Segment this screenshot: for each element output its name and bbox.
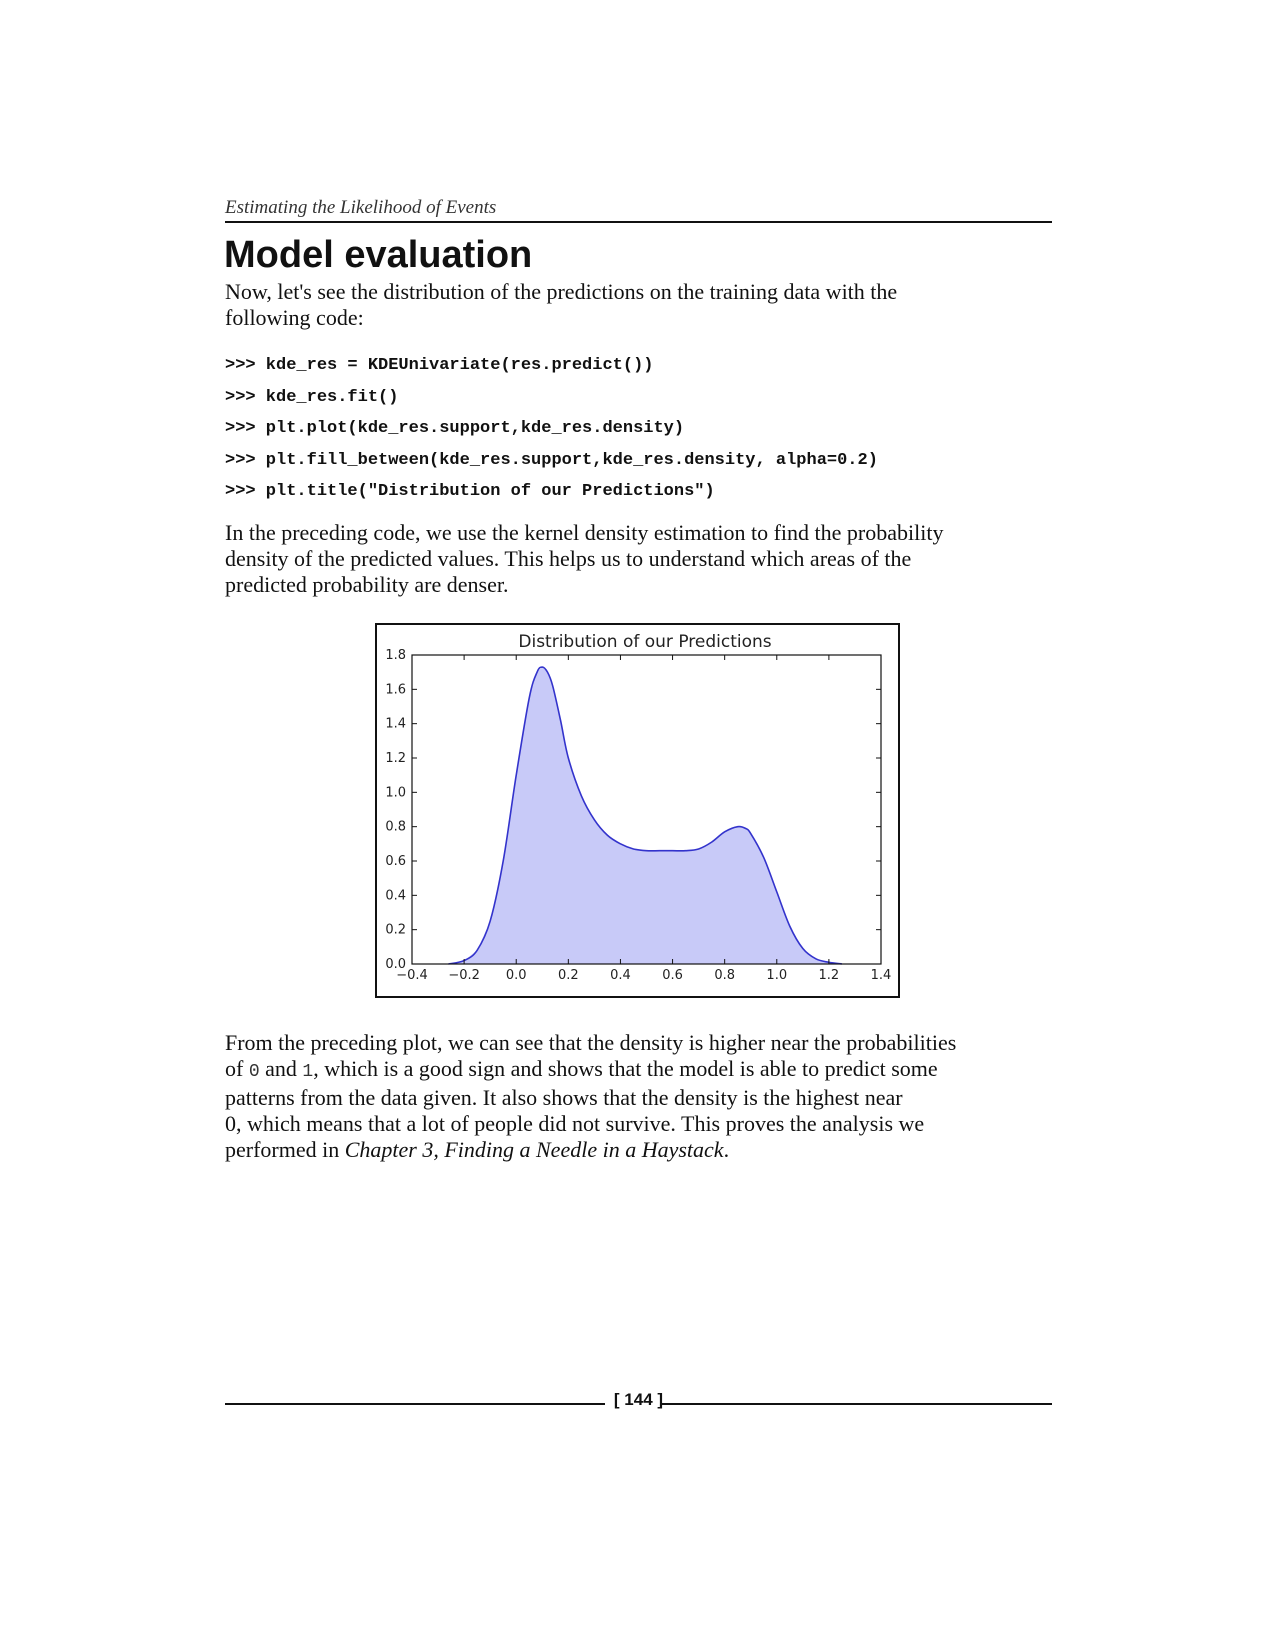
- intro-line-2: following code:: [225, 305, 364, 330]
- y-tick-label: 0.8: [385, 820, 406, 835]
- explanation-line-2: density of the predicted values. This he…: [225, 546, 912, 571]
- x-tick-label: 0.6: [662, 968, 683, 983]
- running-title: Estimating the Likelihood of Events: [225, 197, 497, 218]
- conclusion-text: performed in: [225, 1137, 345, 1162]
- explanation-line-3: predicted probability are denser.: [225, 572, 509, 597]
- x-tick-label: 1.4: [871, 968, 892, 983]
- code-line: >>> kde_res.fit(): [225, 387, 399, 407]
- conclusion-paragraph: From the preceding plot, we can see that…: [225, 1030, 1055, 1163]
- x-tick-label: 0.2: [558, 968, 579, 983]
- conclusion-text: of: [225, 1056, 249, 1081]
- density-fill-area: [448, 667, 842, 964]
- x-tick-label: 1.0: [766, 968, 787, 983]
- code-block: >>> kde_res = KDEUnivariate(res.predict(…: [225, 350, 878, 508]
- inline-code-zero: 0: [248, 1062, 260, 1082]
- footer-rule-left: [225, 1403, 605, 1405]
- x-tick-label: 0.8: [714, 968, 735, 983]
- conclusion-text: and: [259, 1056, 303, 1081]
- page-footer: [ 144 ]: [225, 1390, 1052, 1418]
- conclusion-line-1: From the preceding plot, we can see that…: [225, 1030, 957, 1055]
- footer-rule-right: [662, 1403, 1052, 1405]
- explanation-paragraph: In the preceding code, we use the kernel…: [225, 520, 1055, 598]
- plot-axes-frame: [411, 654, 882, 965]
- conclusion-line-3: patterns from the data given. It also sh…: [225, 1085, 903, 1110]
- intro-line-1: Now, let's see the distribution of the p…: [225, 279, 898, 304]
- conclusion-line-4: 0, which means that a lot of people did …: [225, 1111, 925, 1136]
- y-tick-label: 1.6: [385, 682, 406, 697]
- code-line: >>> kde_res = KDEUnivariate(res.predict(…: [225, 356, 654, 375]
- intro-paragraph: Now, let's see the distribution of the p…: [225, 279, 1055, 331]
- explanation-line-1: In the preceding code, we use the kernel…: [225, 520, 944, 545]
- plot-layer: −0.4 −0.2 0.0 0.2 0.4 0.6 0.8 1.0 1.2 1.4 0.0 0.2 0.…: [385, 648, 891, 983]
- inline-code-one: 1: [302, 1062, 314, 1082]
- density-chart: Distribution of our Predictions −0.4 −0.2…: [375, 623, 900, 1002]
- page-number: [ 144 ]: [613, 1390, 664, 1409]
- x-tick-label: 0.4: [610, 968, 631, 983]
- y-tick-label: 0.2: [385, 923, 406, 938]
- y-tick-label: 1.2: [385, 751, 406, 766]
- y-tick-label: 1.0: [385, 785, 406, 800]
- x-tick-label: −0.4: [396, 968, 428, 983]
- x-tick-label: −0.2: [448, 968, 480, 983]
- code-line: >>> plt.plot(kde_res.support,kde_res.den…: [225, 419, 685, 438]
- chart-title: Distribution of our Predictions: [518, 632, 771, 652]
- code-line: >>> plt.title("Distribution of our Predi…: [225, 482, 715, 501]
- x-tick-label: 1.2: [819, 968, 840, 983]
- y-tick-label: 1.4: [385, 717, 406, 732]
- conclusion-text: .: [723, 1137, 730, 1162]
- section-title: Model evaluation: [224, 234, 533, 276]
- y-tick-label: 0.4: [385, 888, 406, 903]
- y-tick-label: 0.6: [385, 854, 406, 869]
- chart-svg: Distribution of our Predictions −0.4 −0.2…: [375, 623, 900, 998]
- conclusion-line-2: of 0 and 1, which is a good sign and sho…: [225, 1056, 1055, 1085]
- y-tick-label: 0.0: [385, 957, 406, 972]
- chapter-reference: Chapter 3, Finding a Needle in a Haystac…: [344, 1137, 724, 1162]
- y-tick-label: 1.8: [385, 648, 406, 663]
- conclusion-text: , which is a good sign and shows that th…: [313, 1056, 938, 1081]
- code-line: >>> plt.fill_between(kde_res.support,kde…: [225, 450, 878, 470]
- x-tick-label: 0.0: [506, 968, 527, 983]
- conclusion-line-5: performed in Chapter 3, Finding a Needle…: [225, 1137, 1055, 1163]
- running-header: Estimating the Likelihood of Events: [225, 197, 1052, 223]
- density-line: [448, 666, 843, 965]
